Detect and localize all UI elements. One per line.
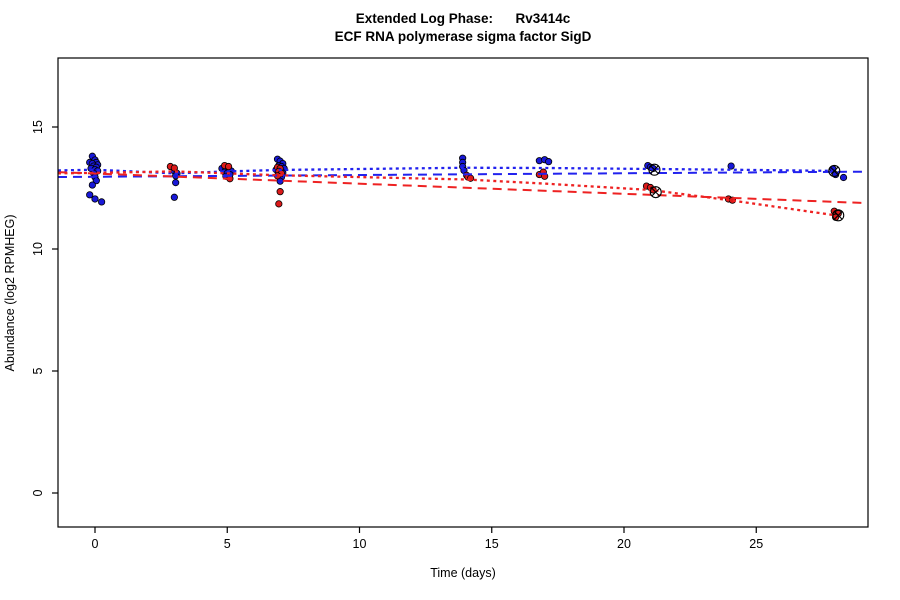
red-smooth-fit-line [57,170,836,217]
flag-circle [649,186,662,199]
flag-circle [832,209,845,222]
flag-circle [648,163,661,176]
x-tick-label: 15 [485,537,499,551]
data-point-red [275,200,283,208]
chart-title: Extended Log Phase: Rv3414c [356,11,571,26]
data-point-blue [88,181,96,189]
data-point-blue [839,173,848,182]
x-tick-label: 0 [92,537,99,551]
data-point-blue [86,191,94,199]
y-tick-label: 5 [31,367,45,374]
flagged-point-marker-blue [828,164,841,177]
data-point-blue [98,198,106,206]
flagged-point-marker-red [832,209,845,222]
flagged-point-marker-red [649,186,662,199]
data-point-red [224,162,233,171]
flag-x-stroke [650,165,659,174]
x-tick-label: 5 [224,537,231,551]
data-point-blue [727,162,735,170]
y-tick-label: 0 [31,489,45,496]
data-point-blue [91,195,99,203]
x-axis-label: Time (days) [430,566,496,580]
flag-x-stroke [829,166,839,176]
plot-box [57,57,869,528]
y-axis-label: Abundance (log2 RPMHEG) [3,214,17,371]
data-point-red [170,164,178,172]
data-point-blue [170,193,178,201]
y-tick-label: 10 [31,242,45,256]
x-tick-label: 20 [617,537,631,551]
x-tick-label: 25 [749,537,763,551]
flag-x-stroke [833,211,843,220]
y-tick-label: 15 [31,120,45,134]
chart-subtitle: ECF RNA polymerase sigma factor SigD [335,29,592,44]
axes: 0 5 10 15 20 25 0 5 10 15 [31,120,763,551]
data-point-blue [172,179,180,187]
blue-smooth-fit-line [57,166,836,175]
data-point-red [276,188,284,196]
flagged-point-marker-blue [648,163,661,176]
flag-x-stroke [651,187,661,197]
x-tick-label: 10 [353,537,367,551]
flag-circle [828,164,841,177]
plot-area [57,152,868,222]
data-point-blue [545,158,553,166]
